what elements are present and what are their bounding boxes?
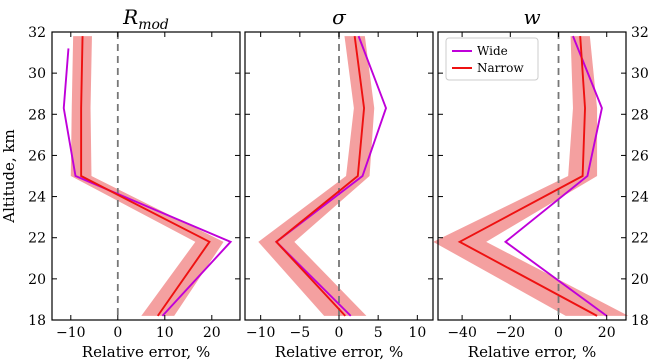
legend-box bbox=[445, 37, 539, 81]
x-tick-label: 10 bbox=[408, 325, 426, 341]
x-axis-label: Relative error, % bbox=[468, 343, 596, 361]
y-tick-label: 32 bbox=[28, 25, 46, 41]
y-tick-label: 20 bbox=[631, 272, 649, 288]
y-tick-label: 26 bbox=[28, 148, 46, 164]
plot-frame bbox=[437, 31, 627, 321]
series-line-narrow bbox=[457, 36, 598, 317]
error-band bbox=[70, 36, 224, 316]
series-line-wide bbox=[503, 35, 608, 317]
y-tick-label: 26 bbox=[631, 148, 649, 164]
y-tick-label: 18 bbox=[631, 313, 649, 329]
panel-2: −10 −5 0 5 10 σ Relative error, % bbox=[244, 5, 434, 361]
y-tick-label: 30 bbox=[28, 66, 46, 82]
legend-label-wide: Wide bbox=[477, 44, 508, 58]
x-tick-label: −40 bbox=[447, 325, 477, 341]
x-tick-label: 20 bbox=[203, 325, 221, 341]
x-tick-label: 10 bbox=[156, 325, 174, 341]
x-tick-label: −20 bbox=[496, 325, 526, 341]
y-tick-label: 28 bbox=[28, 107, 46, 123]
y-axis-label: Altitude, km bbox=[0, 129, 18, 223]
series-line-narrow bbox=[274, 35, 366, 317]
y-tick-label: 22 bbox=[631, 231, 649, 247]
x-tick-label: 0 bbox=[554, 325, 563, 341]
series-line-narrow bbox=[80, 36, 211, 317]
panel-title: σ bbox=[332, 5, 347, 29]
panel-title: w bbox=[523, 5, 540, 29]
plot-frame bbox=[51, 31, 241, 321]
x-tick-label: −10 bbox=[246, 325, 276, 341]
y-tick-label: 32 bbox=[631, 25, 649, 41]
y-tick-label: 24 bbox=[631, 190, 649, 206]
x-axis-label: Relative error, % bbox=[82, 343, 210, 361]
error-band bbox=[258, 36, 375, 316]
legend-label-narrow: Narrow bbox=[477, 61, 524, 75]
x-tick-label: −5 bbox=[290, 325, 311, 341]
series-line-wide bbox=[274, 35, 388, 317]
x-tick-label: 5 bbox=[374, 325, 383, 341]
y-tick-label: 22 bbox=[28, 231, 46, 247]
y-tick-label: 30 bbox=[631, 66, 649, 82]
y-tick-label: 20 bbox=[28, 272, 46, 288]
x-tick-label: 20 bbox=[598, 325, 616, 341]
x-tick-label: 0 bbox=[335, 325, 344, 341]
error-band bbox=[433, 36, 629, 316]
legend: Wide Narrow bbox=[445, 37, 539, 81]
panel-1: −10 0 10 20 18 20 22 24 26 28 30 32 Rmod Relative err… bbox=[0, 5, 241, 361]
x-tick-label: 0 bbox=[113, 325, 122, 341]
series-line-wide bbox=[62, 48, 233, 317]
y-tick-label: 24 bbox=[28, 190, 46, 206]
x-axis-label: Relative error, % bbox=[275, 343, 403, 361]
panel-3: −40 −20 0 20 18 20 22 24 26 28 30 32 w Relative error… bbox=[433, 5, 649, 361]
panel-title: Rmod bbox=[122, 5, 169, 33]
x-tick-label: −10 bbox=[56, 325, 86, 341]
y-tick-label: 18 bbox=[28, 313, 46, 329]
y-tick-label: 28 bbox=[631, 107, 649, 123]
